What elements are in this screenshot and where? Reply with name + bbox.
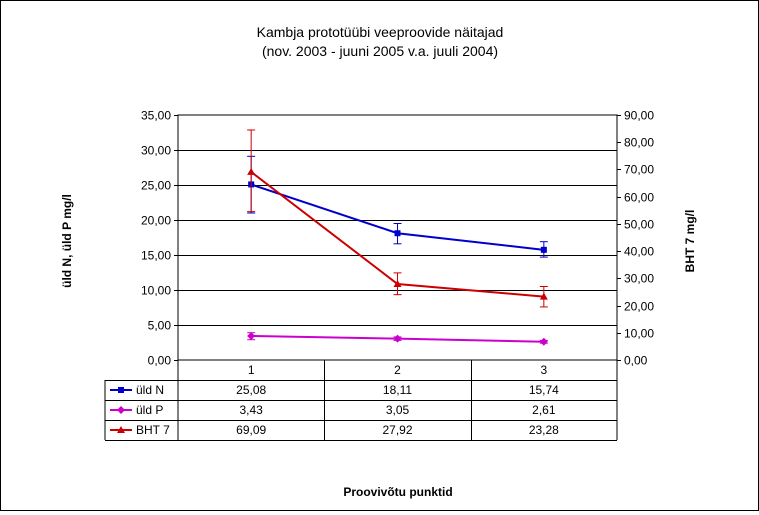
chart-title: Kambja prototüübi veeproovide näitajad: [257, 24, 504, 40]
y2-axis-label: BHT 7 mg/l: [683, 210, 697, 273]
data-point--ld-p: [539, 337, 548, 346]
x-tick-label: 2: [394, 363, 401, 377]
table-cell--ld-p: 2,61: [532, 403, 556, 417]
legend-label--ld-n: üld N: [136, 383, 164, 397]
y2-tick-label: 0,00: [624, 354, 648, 368]
y2-tick-label: 10,00: [624, 327, 654, 341]
y2-tick-label: 60,00: [624, 191, 654, 205]
data-point-bht-7: [539, 292, 548, 300]
plot-area: 0,00 5,00 10,00 15,00 20,00 25,00 30,00 35,00 0,…: [141, 109, 654, 368]
table-cell--ld-n: 25,08: [236, 383, 266, 397]
y-axis-label: üld N, üld P mg/l: [60, 194, 74, 288]
legend-label-bht-7: BHT 7: [136, 423, 170, 437]
data-point-bht-7: [247, 167, 256, 175]
y2-tick-label: 40,00: [624, 245, 654, 259]
table-cell-bht-7: 69,09: [236, 423, 266, 437]
y-tick-label: 35,00: [141, 109, 171, 123]
y-tick-label: 30,00: [141, 144, 171, 158]
table-cell-bht-7: 27,92: [382, 423, 412, 437]
legend-marker--ld-n: [118, 387, 124, 393]
y2-tick-label: 90,00: [624, 109, 654, 123]
y2-tick-label: 30,00: [624, 272, 654, 286]
legend-marker-bht-7: [117, 426, 125, 433]
y2-tick-label: 70,00: [624, 163, 654, 177]
y-tick-label: 20,00: [141, 214, 171, 228]
data-point--ld-p: [393, 334, 402, 343]
y-tick-label: 15,00: [141, 249, 171, 263]
y-tick-label: 0,00: [148, 354, 172, 368]
data-point--ld-p: [247, 331, 256, 340]
data-point--ld-n: [394, 230, 401, 237]
x-tick-label: 1: [248, 363, 255, 377]
y-tick-label: 5,00: [148, 319, 172, 333]
legend-label--ld-p: üld P: [136, 403, 163, 417]
data-point--ld-n: [540, 246, 547, 253]
y-tick-label: 10,00: [141, 284, 171, 298]
y-tick-label: 25,00: [141, 179, 171, 193]
y2-tick-label: 80,00: [624, 136, 654, 150]
table-cell-bht-7: 23,28: [529, 423, 559, 437]
legend-marker--ld-p: [117, 406, 125, 414]
x-tick-label: 3: [540, 363, 547, 377]
y2-tick-label: 50,00: [624, 218, 654, 232]
chart-subtitle: (nov. 2003 - juuni 2005 v.a. juuli 2004): [262, 43, 498, 59]
x-axis-label: Proovivõtu punktid: [343, 485, 452, 499]
y2-tick-label: 20,00: [624, 300, 654, 314]
data-table: 1 2 3 üld N 25,08 18,11 15,74 üld P 3,43 3,05 2,61…: [104, 360, 618, 441]
table-cell--ld-p: 3,43: [239, 403, 263, 417]
table-cell--ld-n: 18,11: [383, 383, 412, 397]
table-cell--ld-n: 15,74: [529, 383, 559, 397]
data-point-bht-7: [393, 279, 402, 287]
table-cell--ld-p: 3,05: [386, 403, 410, 417]
